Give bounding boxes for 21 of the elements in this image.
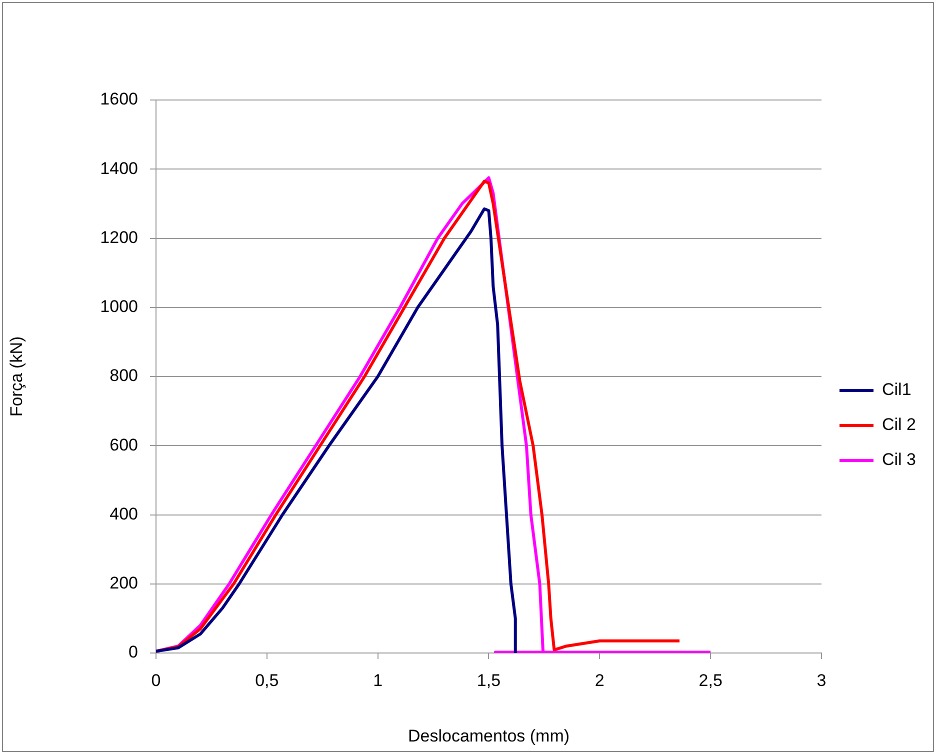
x-tick-label: 3 <box>816 671 826 690</box>
y-tick-label: 0 <box>128 642 138 662</box>
y-tick-label: 600 <box>110 435 138 454</box>
legend-label: Cil1 <box>882 380 912 400</box>
legend-label: Cil 2 <box>882 415 916 434</box>
y-tick-label: 1000 <box>100 297 138 316</box>
x-tick-label: 0,5 <box>255 671 279 690</box>
y-tick-label: 1400 <box>100 158 138 178</box>
y-tick-label: 800 <box>110 366 138 386</box>
y-tick-label: 200 <box>110 574 138 593</box>
x-tick-label: 1,5 <box>476 671 501 690</box>
x-axis-title: Deslocamentos (mm) <box>408 726 570 746</box>
y-tick-label: 400 <box>110 504 138 524</box>
x-tick-label: 0 <box>151 671 161 690</box>
y-tick-label: 1200 <box>100 228 138 247</box>
legend-label: Cil 3 <box>882 450 916 470</box>
x-tick-label: 1 <box>373 671 383 690</box>
y-axis-title: Força (kN) <box>6 336 26 417</box>
y-tick-label: 1600 <box>100 90 138 109</box>
x-tick-label: 2 <box>594 671 604 690</box>
x-tick-label: 2,5 <box>698 671 722 690</box>
